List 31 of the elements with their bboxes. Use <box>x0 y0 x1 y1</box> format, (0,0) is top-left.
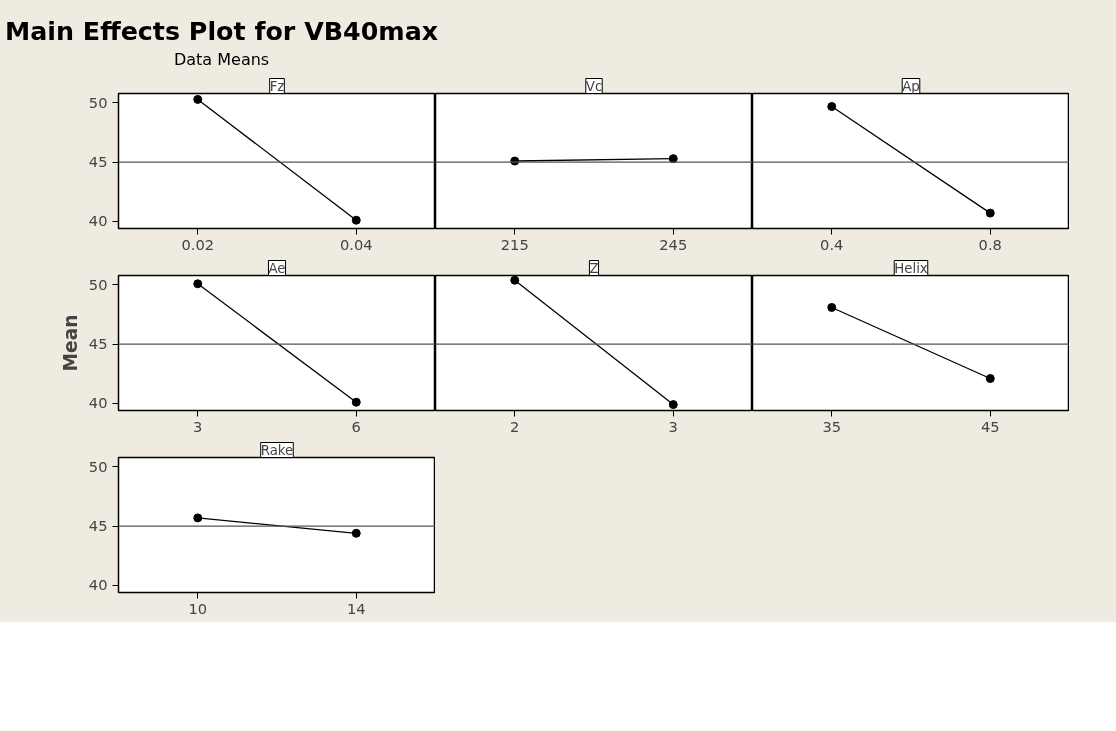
y-axis-title: Mean <box>59 314 81 372</box>
y-tick-label: 50 <box>88 275 108 293</box>
y-tick-label: 40 <box>88 212 108 230</box>
y-tick-label: 40 <box>88 394 108 412</box>
x-tick-label: 0.02 <box>181 235 215 253</box>
chart-title: Rake <box>260 442 294 458</box>
x-tick-label: 45 <box>980 417 1000 435</box>
chart-title: Vc <box>585 78 603 94</box>
x-tick-label: 0.04 <box>339 235 373 253</box>
x-tick-label: 3 <box>668 417 678 435</box>
chart-title: Z <box>589 260 599 276</box>
y-tick-label: 50 <box>88 457 108 475</box>
text: Main Effects Plot for VB40max <box>5 15 439 48</box>
y-tick-label: 50 <box>88 93 108 111</box>
y-tick-label: 45 <box>88 517 108 535</box>
x-tick-label: 2 <box>510 417 520 435</box>
x-tick-label: 245 <box>659 235 688 253</box>
x-tick-label: 10 <box>188 599 208 617</box>
chart-title: Helix <box>894 260 928 276</box>
x-tick-label: 215 <box>500 235 529 253</box>
y-tick-label: 45 <box>88 335 108 353</box>
text: Data Means <box>172 49 271 72</box>
x-tick-label: 35 <box>822 417 842 435</box>
x-tick-label: 14 <box>346 599 366 617</box>
y-tick-label: 40 <box>88 576 108 594</box>
y-tick-label: 45 <box>88 153 108 171</box>
x-tick-label: 0.8 <box>978 235 1002 253</box>
x-tick-label: 0.4 <box>820 235 844 253</box>
chart-title: Fz <box>269 78 285 94</box>
x-tick-label: 6 <box>351 417 361 435</box>
x-tick-label: 3 <box>193 417 203 435</box>
